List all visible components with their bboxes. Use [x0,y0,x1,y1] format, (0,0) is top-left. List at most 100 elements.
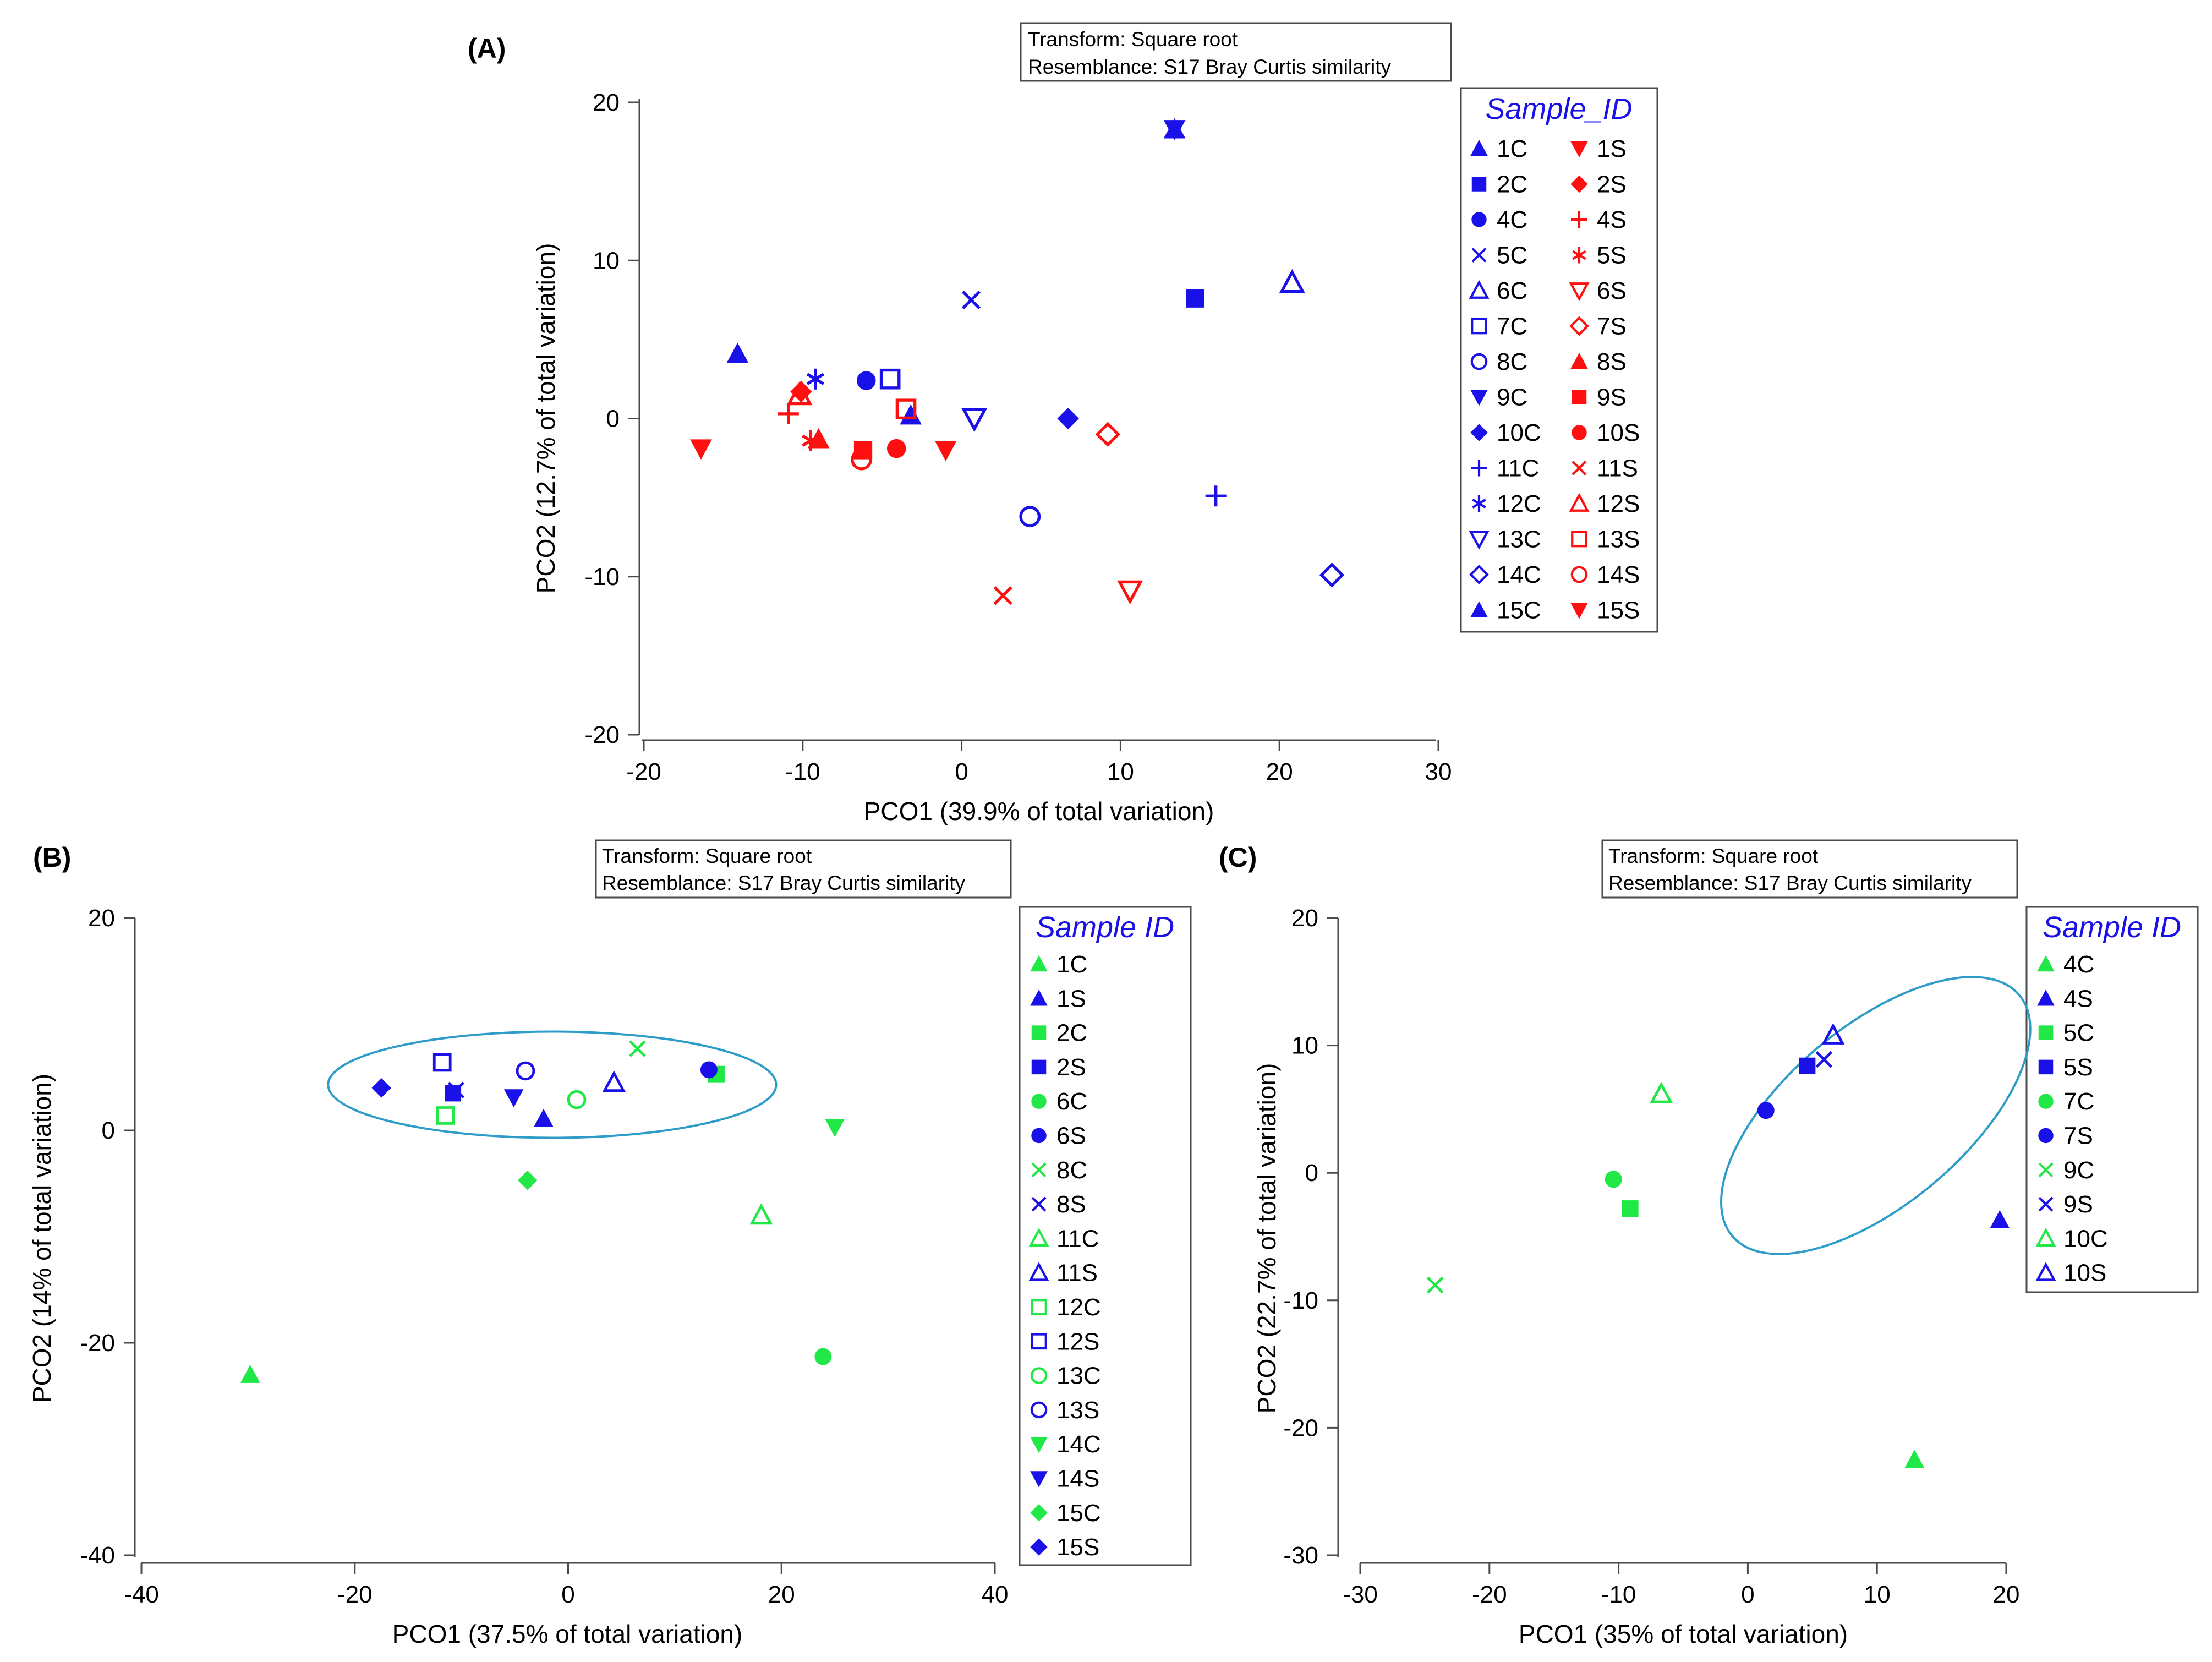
panel-c-legend-label: 9C [2063,1157,2094,1184]
panel-a-legend-item-4S: 4S [1571,206,1627,233]
panel-c-point-4C [1904,1450,1925,1468]
panel-a-point-11S [993,586,1012,605]
panel-b-point-1C [240,1364,260,1383]
panel-a-legend-item-6C: 6C [1469,277,1527,304]
panel-a-legend-label: 5S [1597,242,1627,269]
panel-c-legend-item-9C: 9C [2038,1157,2094,1184]
panel-c-point-10S [1821,1023,1845,1045]
panel-b-x-label: PCO1 (37.5% of total variation) [392,1620,743,1648]
panel-b-point-14C [825,1119,845,1138]
panel-a-legend-item-9S: 9S [1572,384,1627,411]
panel-c-ytick-label: -10 [1283,1287,1318,1314]
panel-b-legend-label: 14C [1056,1431,1101,1458]
panel-b-legend-title: Sample ID [1036,911,1174,944]
panel-c-legend-item-4S: 4S [2037,985,2093,1012]
panel-a-legend-item-13S: 13S [1571,526,1640,553]
panel-b-xtick-label: 40 [982,1581,1009,1608]
panel-a-legend-label: 10C [1497,419,1541,446]
panel-a-ytick-label: 20 [593,89,620,116]
panel-b-point-8C [629,1040,646,1057]
panel-b-point-1S [534,1108,554,1127]
panel-a-point-8C [1019,506,1041,527]
panel-a-legend-item-7C: 7C [1471,313,1527,340]
panel-b-legend-label: 11C [1056,1225,1099,1252]
panel-b-legend-label: 1S [1056,985,1086,1012]
panel-a-point-6C [1279,269,1305,293]
panel-a-point-15S [934,441,957,462]
panel-a-legend-label: 15C [1497,597,1541,624]
panel-a-point-7S [1095,422,1121,447]
panel-a-legend-label: 5C [1497,242,1527,269]
panel-b-ytick-label: 0 [102,1117,115,1144]
panel-c-legend-label: 10S [2063,1260,2106,1287]
panel-a-x-label: PCO1 (39.9% of total variation) [864,797,1214,825]
panel-b-legend-label: 2S [1056,1054,1086,1081]
panel-b-legend-item-11C: 11C [1028,1225,1099,1252]
panel-b-legend-item-13C: 13C [1030,1363,1101,1390]
panel-b-legend-label: 12C [1056,1294,1101,1321]
panel-a-legend-item-2S: 2S [1570,171,1627,198]
panel-a-legend-title: Sample_ID [1485,92,1632,125]
panel-b-legend-label: 1C [1056,951,1087,978]
panel-a-legend-label: 13S [1597,526,1640,553]
panel-a-y-label: PCO2 (12.7% of total variation) [532,243,560,594]
panel-a-legend-label: 8C [1497,348,1527,375]
panel-a-legend-box [1460,87,1658,633]
panel-c-legend-label: 9S [2063,1191,2093,1218]
panel-b-xtick-label: 0 [561,1581,574,1608]
panel-c-ytick-label: 20 [1291,905,1318,932]
panel-c-point-10C [1650,1081,1673,1103]
panel-a-legend-item-6S: 6S [1569,277,1627,304]
panel-b-point-13S [516,1061,535,1081]
panel-c-xtick-label: 10 [1864,1581,1891,1608]
panel-b-ytick-label: -40 [80,1542,115,1569]
panel-a-legend-label: 7S [1597,313,1627,340]
panel-b-legend-item-6C: 6C [1031,1088,1087,1115]
panel-a-legend-item-15C: 15C [1470,597,1541,624]
panel-b-xtick-label: 20 [768,1581,795,1608]
panel-c-legend-title: Sample ID [2043,911,2181,944]
panel-b-legend-item-1S: 1S [1030,985,1086,1012]
panel-b-legend-item-8C: 8C [1031,1157,1087,1184]
panel-a-xtick-label: 30 [1425,758,1452,785]
panel-b-point-8S [447,1081,465,1098]
panel-b-legend-label: 6C [1056,1088,1087,1115]
panel-a-xtick-label: 10 [1107,758,1134,785]
panel-c: (C) Transform: Square root Resemblance: … [1219,839,2199,1648]
panel-c-legend-label: 4C [2063,951,2094,978]
panel-b-xtick-label: -40 [124,1581,159,1608]
panel-a-legend-label: 2S [1597,171,1627,198]
panel-b-label: (B) [33,842,71,873]
panel-c-point-4S [1990,1210,2010,1228]
panel-a-note-transform: Transform: Square root [1028,28,1238,51]
panel-a-point-4S [778,403,799,424]
panel-a-point-13C [961,408,988,433]
panel-c-legend-label: 4S [2063,985,2093,1012]
panel-a-point-12S [786,381,813,406]
panel-b-legend-item-12S: 12S [1031,1328,1099,1355]
panel-c-legend-box [2025,906,2199,1293]
panel-a-legend-item-9C: 9C [1470,384,1527,411]
panel-c-legend-item-10S: 10S [2035,1260,2106,1287]
panel-a-point-13S [895,398,917,420]
panel-c-legend-item-5C: 5C [2038,1020,2094,1047]
panel-c-legend-label: 5S [2063,1054,2093,1081]
panel-c-point-9C [1426,1276,1444,1294]
panel-b-point-11C [749,1203,773,1225]
panel-a-legend-item-12C: 12C [1472,490,1541,517]
panel-c-legend-item-7C: 7C [2038,1088,2094,1115]
panel-c-point-7S [1757,1102,1775,1119]
panel-a-ytick-label: 10 [593,247,620,274]
panel-b-legend-box [1019,906,1192,1566]
panel-b-xtick-label: -20 [337,1581,373,1608]
panel-a-legend-label: 6C [1497,277,1527,304]
panel-a-legend-item-11C: 11C [1471,455,1539,482]
panel-c-legend-item-9S: 9S [2038,1191,2093,1218]
panel-a-legend-label: 6S [1597,277,1627,304]
panel-a-legend-item-1C: 1C [1470,135,1527,162]
panel-a-ytick-label: -10 [584,564,620,591]
panel-b-point-12S [432,1053,452,1072]
panel-b-note-transform: Transform: Square root [602,845,812,867]
panel-c-x-label: PCO1 (35% of total variation) [1519,1620,1848,1648]
